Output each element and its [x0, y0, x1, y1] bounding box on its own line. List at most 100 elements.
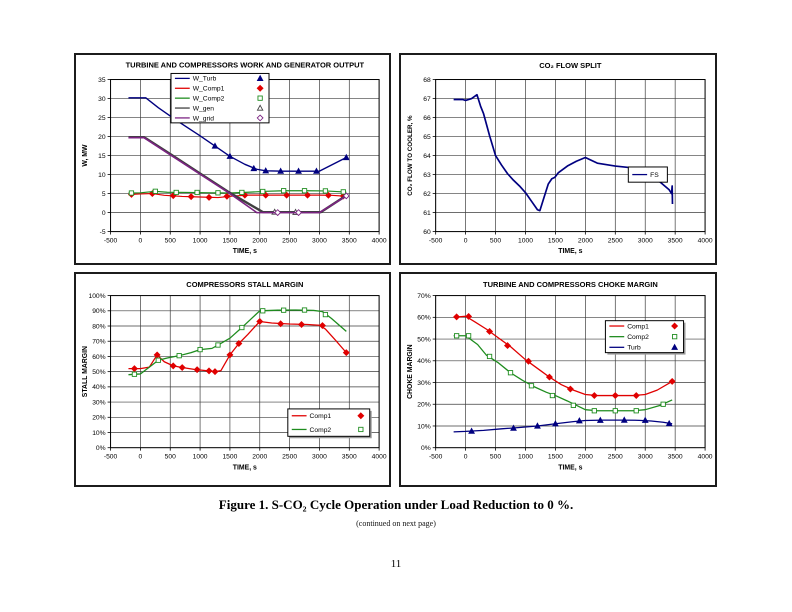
chart-panel-co2-flow-split: -500 0 500 1000 1500 2000 2500 3000 3500 4000 60 61… — [399, 53, 717, 265]
svg-text:100%: 100% — [88, 293, 105, 300]
svg-text:-5: -5 — [100, 229, 106, 236]
svg-text:TURBINE AND COMPRESSORS CHOKE: TURBINE AND COMPRESSORS CHOKE MARGIN — [483, 280, 658, 289]
svg-text:63: 63 — [423, 172, 431, 179]
co2-flow-split-chart: -500 0 500 1000 1500 2000 2500 3000 3500 4000 60 61… — [407, 61, 713, 255]
svg-text:0: 0 — [139, 454, 143, 461]
svg-text:1500: 1500 — [548, 237, 563, 244]
svg-text:-500: -500 — [429, 237, 443, 244]
svg-text:CO₂ FLOW SPLIT: CO₂ FLOW SPLIT — [539, 61, 602, 70]
svg-text:67: 67 — [423, 96, 431, 103]
svg-text:90%: 90% — [92, 308, 105, 315]
svg-text:TIME, s: TIME, s — [558, 464, 582, 471]
svg-text:W_grid: W_grid — [193, 115, 215, 122]
svg-text:70%: 70% — [92, 339, 105, 346]
svg-text:Comp1: Comp1 — [310, 413, 332, 420]
svg-text:1000: 1000 — [518, 237, 533, 244]
svg-text:1500: 1500 — [222, 454, 237, 461]
svg-text:10: 10 — [98, 172, 106, 179]
svg-text:2000: 2000 — [578, 237, 593, 244]
continued-note: (continued on next page) — [356, 519, 436, 528]
svg-text:W_Comp1: W_Comp1 — [193, 86, 225, 93]
svg-text:4000: 4000 — [698, 237, 713, 244]
svg-text:3000: 3000 — [312, 454, 327, 461]
svg-text:5: 5 — [102, 191, 106, 198]
svg-text:0: 0 — [464, 454, 468, 461]
svg-text:TURBINE AND COMPRESSORS WORK A: TURBINE AND COMPRESSORS WORK AND GENERAT… — [126, 61, 365, 70]
svg-text:50%: 50% — [417, 336, 431, 343]
svg-text:4000: 4000 — [372, 454, 387, 461]
svg-text:-500: -500 — [104, 237, 118, 244]
chart-panel-choke-margin: -500 0 500 1000 1500 2000 2500 3000 3500 4000 0% 10… — [399, 272, 717, 487]
svg-text:10%: 10% — [92, 430, 105, 437]
stall-margin-chart: -500 0 500 1000 1500 2000 2500 3000 3500 4000 0% 10… — [82, 280, 387, 472]
svg-text:2500: 2500 — [608, 454, 623, 461]
svg-text:W_Comp2: W_Comp2 — [193, 96, 225, 103]
svg-text:CHOKE MARGIN: CHOKE MARGIN — [407, 344, 414, 399]
svg-text:2000: 2000 — [252, 454, 267, 461]
svg-text:COMPRESSORS STALL MARGIN: COMPRESSORS STALL MARGIN — [186, 280, 303, 289]
svg-text:Comp1: Comp1 — [627, 323, 649, 330]
svg-text:2500: 2500 — [608, 237, 623, 244]
svg-text:3500: 3500 — [668, 454, 683, 461]
svg-text:1500: 1500 — [548, 454, 563, 461]
svg-text:1000: 1000 — [193, 454, 208, 461]
svg-text:70%: 70% — [417, 293, 431, 300]
svg-text:TIME, s: TIME, s — [558, 248, 582, 255]
svg-text:Comp2: Comp2 — [627, 334, 649, 341]
svg-text:30%: 30% — [417, 380, 431, 387]
svg-text:61: 61 — [423, 210, 431, 217]
svg-text:4000: 4000 — [372, 237, 387, 244]
svg-text:62: 62 — [423, 191, 431, 198]
svg-text:W, MW: W, MW — [82, 144, 89, 167]
svg-text:-500: -500 — [429, 454, 443, 461]
svg-text:15: 15 — [98, 153, 106, 160]
svg-text:20: 20 — [98, 134, 106, 141]
figure-caption: Figure 1. S-CO₂ Cycle Operation under Lo… — [218, 497, 574, 512]
svg-text:10%: 10% — [417, 423, 431, 430]
svg-text:40%: 40% — [92, 384, 105, 391]
svg-text:40%: 40% — [417, 358, 431, 365]
choke-margin-chart: -500 0 500 1000 1500 2000 2500 3000 3500 4000 0% 10… — [407, 280, 713, 471]
svg-text:20%: 20% — [92, 415, 105, 422]
svg-text:60%: 60% — [417, 315, 431, 322]
svg-text:20%: 20% — [417, 402, 431, 409]
svg-text:60%: 60% — [92, 354, 105, 361]
svg-text:30: 30 — [98, 96, 106, 103]
svg-text:Comp2: Comp2 — [310, 427, 332, 434]
svg-text:2500: 2500 — [282, 237, 297, 244]
svg-text:80%: 80% — [92, 323, 105, 330]
svg-text:500: 500 — [490, 237, 501, 244]
chart-panel-stall-margin: -500 0 500 1000 1500 2000 2500 3000 3500 4000 0% 10… — [74, 272, 391, 487]
svg-text:3000: 3000 — [312, 237, 327, 244]
svg-text:25: 25 — [98, 115, 106, 122]
svg-text:2500: 2500 — [282, 454, 297, 461]
svg-text:1000: 1000 — [193, 237, 208, 244]
svg-text:0%: 0% — [421, 445, 431, 452]
svg-text:35: 35 — [98, 77, 106, 84]
svg-text:0: 0 — [102, 210, 106, 217]
svg-text:1500: 1500 — [222, 237, 237, 244]
svg-text:66: 66 — [423, 115, 431, 122]
svg-text:1000: 1000 — [518, 454, 533, 461]
svg-text:W_gen: W_gen — [193, 105, 215, 112]
svg-text:500: 500 — [490, 454, 501, 461]
svg-text:STALL MARGIN: STALL MARGIN — [82, 346, 89, 397]
svg-text:64: 64 — [423, 153, 431, 160]
svg-text:Turb: Turb — [627, 345, 641, 352]
svg-text:0%: 0% — [96, 445, 106, 452]
svg-text:3000: 3000 — [638, 237, 653, 244]
svg-text:65: 65 — [423, 134, 431, 141]
svg-text:60: 60 — [423, 229, 431, 236]
svg-text:3000: 3000 — [638, 454, 653, 461]
svg-text:W_Turb: W_Turb — [193, 76, 217, 83]
svg-text:68: 68 — [423, 77, 431, 84]
svg-text:4000: 4000 — [698, 454, 713, 461]
svg-text:FS: FS — [650, 172, 659, 179]
svg-text:2000: 2000 — [578, 454, 593, 461]
work-generator-output-chart: -500 0 500 1000 1500 2000 2500 3000 3500 4000 -5 0 5… — [82, 61, 387, 255]
page-number: 11 — [390, 558, 402, 570]
svg-text:0: 0 — [139, 237, 143, 244]
svg-text:50%: 50% — [92, 369, 105, 376]
svg-text:500: 500 — [165, 454, 176, 461]
